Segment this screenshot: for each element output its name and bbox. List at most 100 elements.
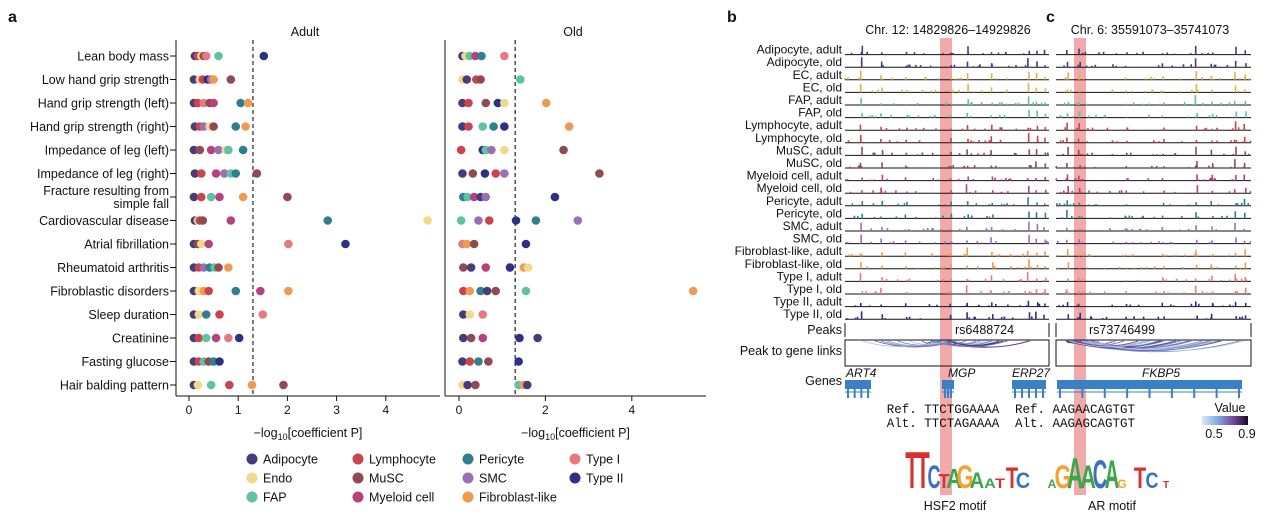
x-tick-label: 2 <box>542 403 549 417</box>
coverage-track <box>1058 301 1247 307</box>
motif-letter: T <box>1163 480 1169 491</box>
coverage-track <box>1059 185 1252 194</box>
dot-smc <box>474 216 483 225</box>
dot-fap <box>206 192 216 202</box>
dot-fap <box>478 122 488 131</box>
coverage-track <box>849 184 1047 194</box>
coverage-track <box>845 234 1049 244</box>
dot-type-ii <box>500 122 509 131</box>
coverage-track <box>859 124 1047 131</box>
peak-gene-link <box>881 340 942 347</box>
dot-lymphocyte <box>465 357 475 366</box>
track-label: EC, adult <box>793 68 843 82</box>
track-label: Lymphocyte, old <box>755 131 842 145</box>
dot-endo <box>194 310 204 319</box>
coverage-track <box>860 259 1046 269</box>
legend-label: Type II <box>586 472 624 486</box>
legend-swatch <box>569 472 581 484</box>
row-label: Impedance of leg (right) <box>37 167 169 181</box>
motif-letter: G <box>1054 459 1071 495</box>
legend-label: Fibroblast-like <box>479 491 557 505</box>
coverage-track <box>1059 136 1252 143</box>
legend-swatch <box>246 491 258 503</box>
dot-smc <box>487 145 496 155</box>
x-axis-title: −log10[coefficient P] <box>521 426 630 442</box>
legend-swatch <box>352 453 364 465</box>
dot-smc <box>500 169 509 178</box>
dot-pericyte <box>231 122 241 131</box>
dot-fap <box>516 75 525 84</box>
gene-body <box>1012 380 1046 389</box>
dot-smc <box>481 192 491 202</box>
dot-adipocyte <box>459 310 468 319</box>
panel-b-tracks: Chr. 12: 14829826–14929826 Adipocyte, adu… <box>735 23 1052 513</box>
dot-musc <box>209 122 218 131</box>
dot-myeloid-cell <box>206 145 216 155</box>
legend-label: Adipocyte <box>263 453 318 467</box>
motif-letter: T <box>939 471 950 493</box>
dot-smc <box>220 169 229 178</box>
coverage-track <box>1062 146 1250 156</box>
motif-letter: C <box>1093 451 1107 497</box>
dot-musc <box>198 216 208 225</box>
dot-type-ii <box>505 263 515 272</box>
gene-name: FKBP5 <box>1142 366 1180 380</box>
row-label: Sleep duration <box>88 308 169 322</box>
links-box <box>1055 339 1252 367</box>
dot-fibroblast-like <box>564 122 574 131</box>
gene-name: ART4 <box>845 366 877 380</box>
motif-letter: A <box>970 469 984 493</box>
dot-fibroblast-like <box>243 98 253 108</box>
dot-endo <box>423 216 432 225</box>
dot-smc <box>199 122 209 131</box>
track-label: SMC, old <box>793 232 842 246</box>
motif-letter: A <box>1105 451 1119 497</box>
dot-pericyte <box>238 145 248 155</box>
coverage-track <box>1056 237 1251 244</box>
x-axis-title: −log10[coefficient P] <box>254 426 363 442</box>
peaks-label: Peaks <box>807 323 842 337</box>
dot-fibroblast-like <box>462 239 472 249</box>
dot-adipocyte <box>462 75 472 84</box>
dot-fap <box>214 51 223 61</box>
dot-lymphocyte <box>215 310 224 319</box>
gene-body <box>845 380 871 389</box>
links-label: Peak to gene links <box>740 344 842 358</box>
dot-adipocyte <box>459 333 468 343</box>
x-tick-label: 3 <box>333 403 340 417</box>
coverage-track <box>853 211 1047 219</box>
coverage-track <box>861 146 1049 156</box>
x-tick-label: 1 <box>235 403 242 417</box>
legend-swatch <box>462 472 474 484</box>
legend-swatch <box>569 453 581 465</box>
dot-lymphocyte <box>197 192 206 202</box>
dot-type-i <box>500 51 509 61</box>
dot-pericyte <box>231 286 241 296</box>
dot-type-ii <box>550 192 560 202</box>
peak-gene-link <box>909 340 946 345</box>
dot-myeloid-cell <box>211 169 221 178</box>
dot-adipocyte <box>458 169 467 178</box>
dot-musc <box>214 263 223 272</box>
dot-lymphocyte <box>194 333 204 343</box>
region-title: Chr. 12: 14829826–14929826 <box>865 23 1030 37</box>
dot-endo <box>500 98 509 108</box>
coverage-track <box>844 70 1046 80</box>
coverage-track <box>860 221 1045 231</box>
legend-label: Lymphocyte <box>369 453 436 467</box>
alt-seq: Alt. AAGAGCAGTGT <box>1015 417 1136 431</box>
dot-lymphocyte <box>193 98 203 108</box>
track-label: Lymphocyte, adult <box>745 118 843 132</box>
dot-musc <box>466 333 476 343</box>
alt-seq: Alt. TTCTAGAAAA <box>887 417 1000 431</box>
dot-musc <box>195 145 205 155</box>
dot-fibroblast-like <box>465 286 475 296</box>
dot-myeloid-cell <box>226 216 236 225</box>
coverage-track <box>1056 111 1247 118</box>
peak-gene-link <box>1073 340 1222 352</box>
gene-name: MGP <box>948 366 975 380</box>
peak-gene-link <box>939 340 1029 348</box>
coverage-track <box>1066 222 1246 231</box>
motif-letter: C <box>928 458 941 495</box>
dot-type-i <box>478 310 488 319</box>
